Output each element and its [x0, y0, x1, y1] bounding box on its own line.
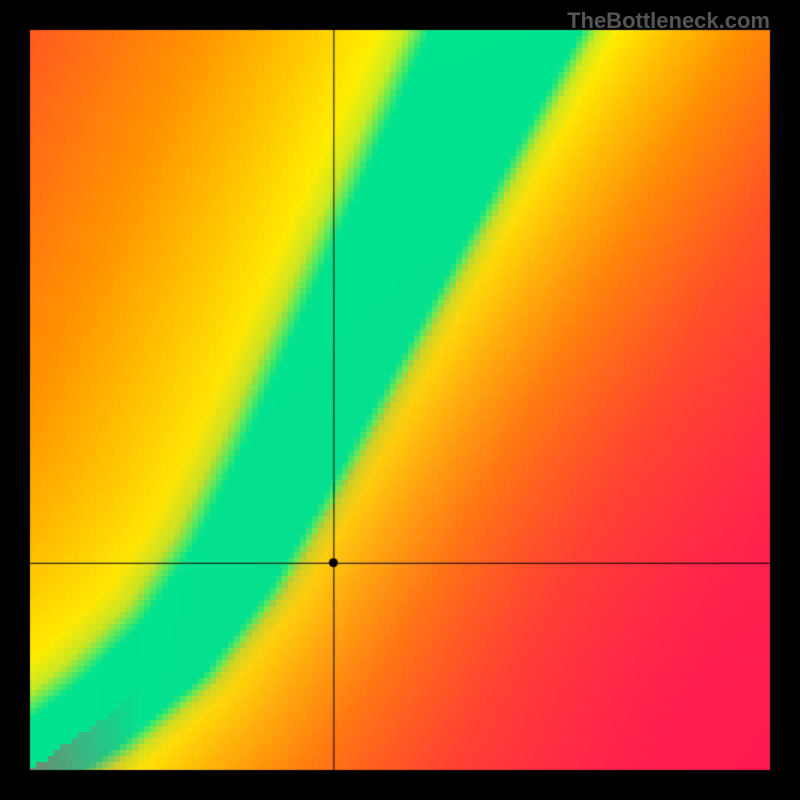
watermark-text: TheBottleneck.com: [567, 8, 770, 34]
heatmap-canvas: [0, 0, 800, 800]
chart-container: TheBottleneck.com: [0, 0, 800, 800]
